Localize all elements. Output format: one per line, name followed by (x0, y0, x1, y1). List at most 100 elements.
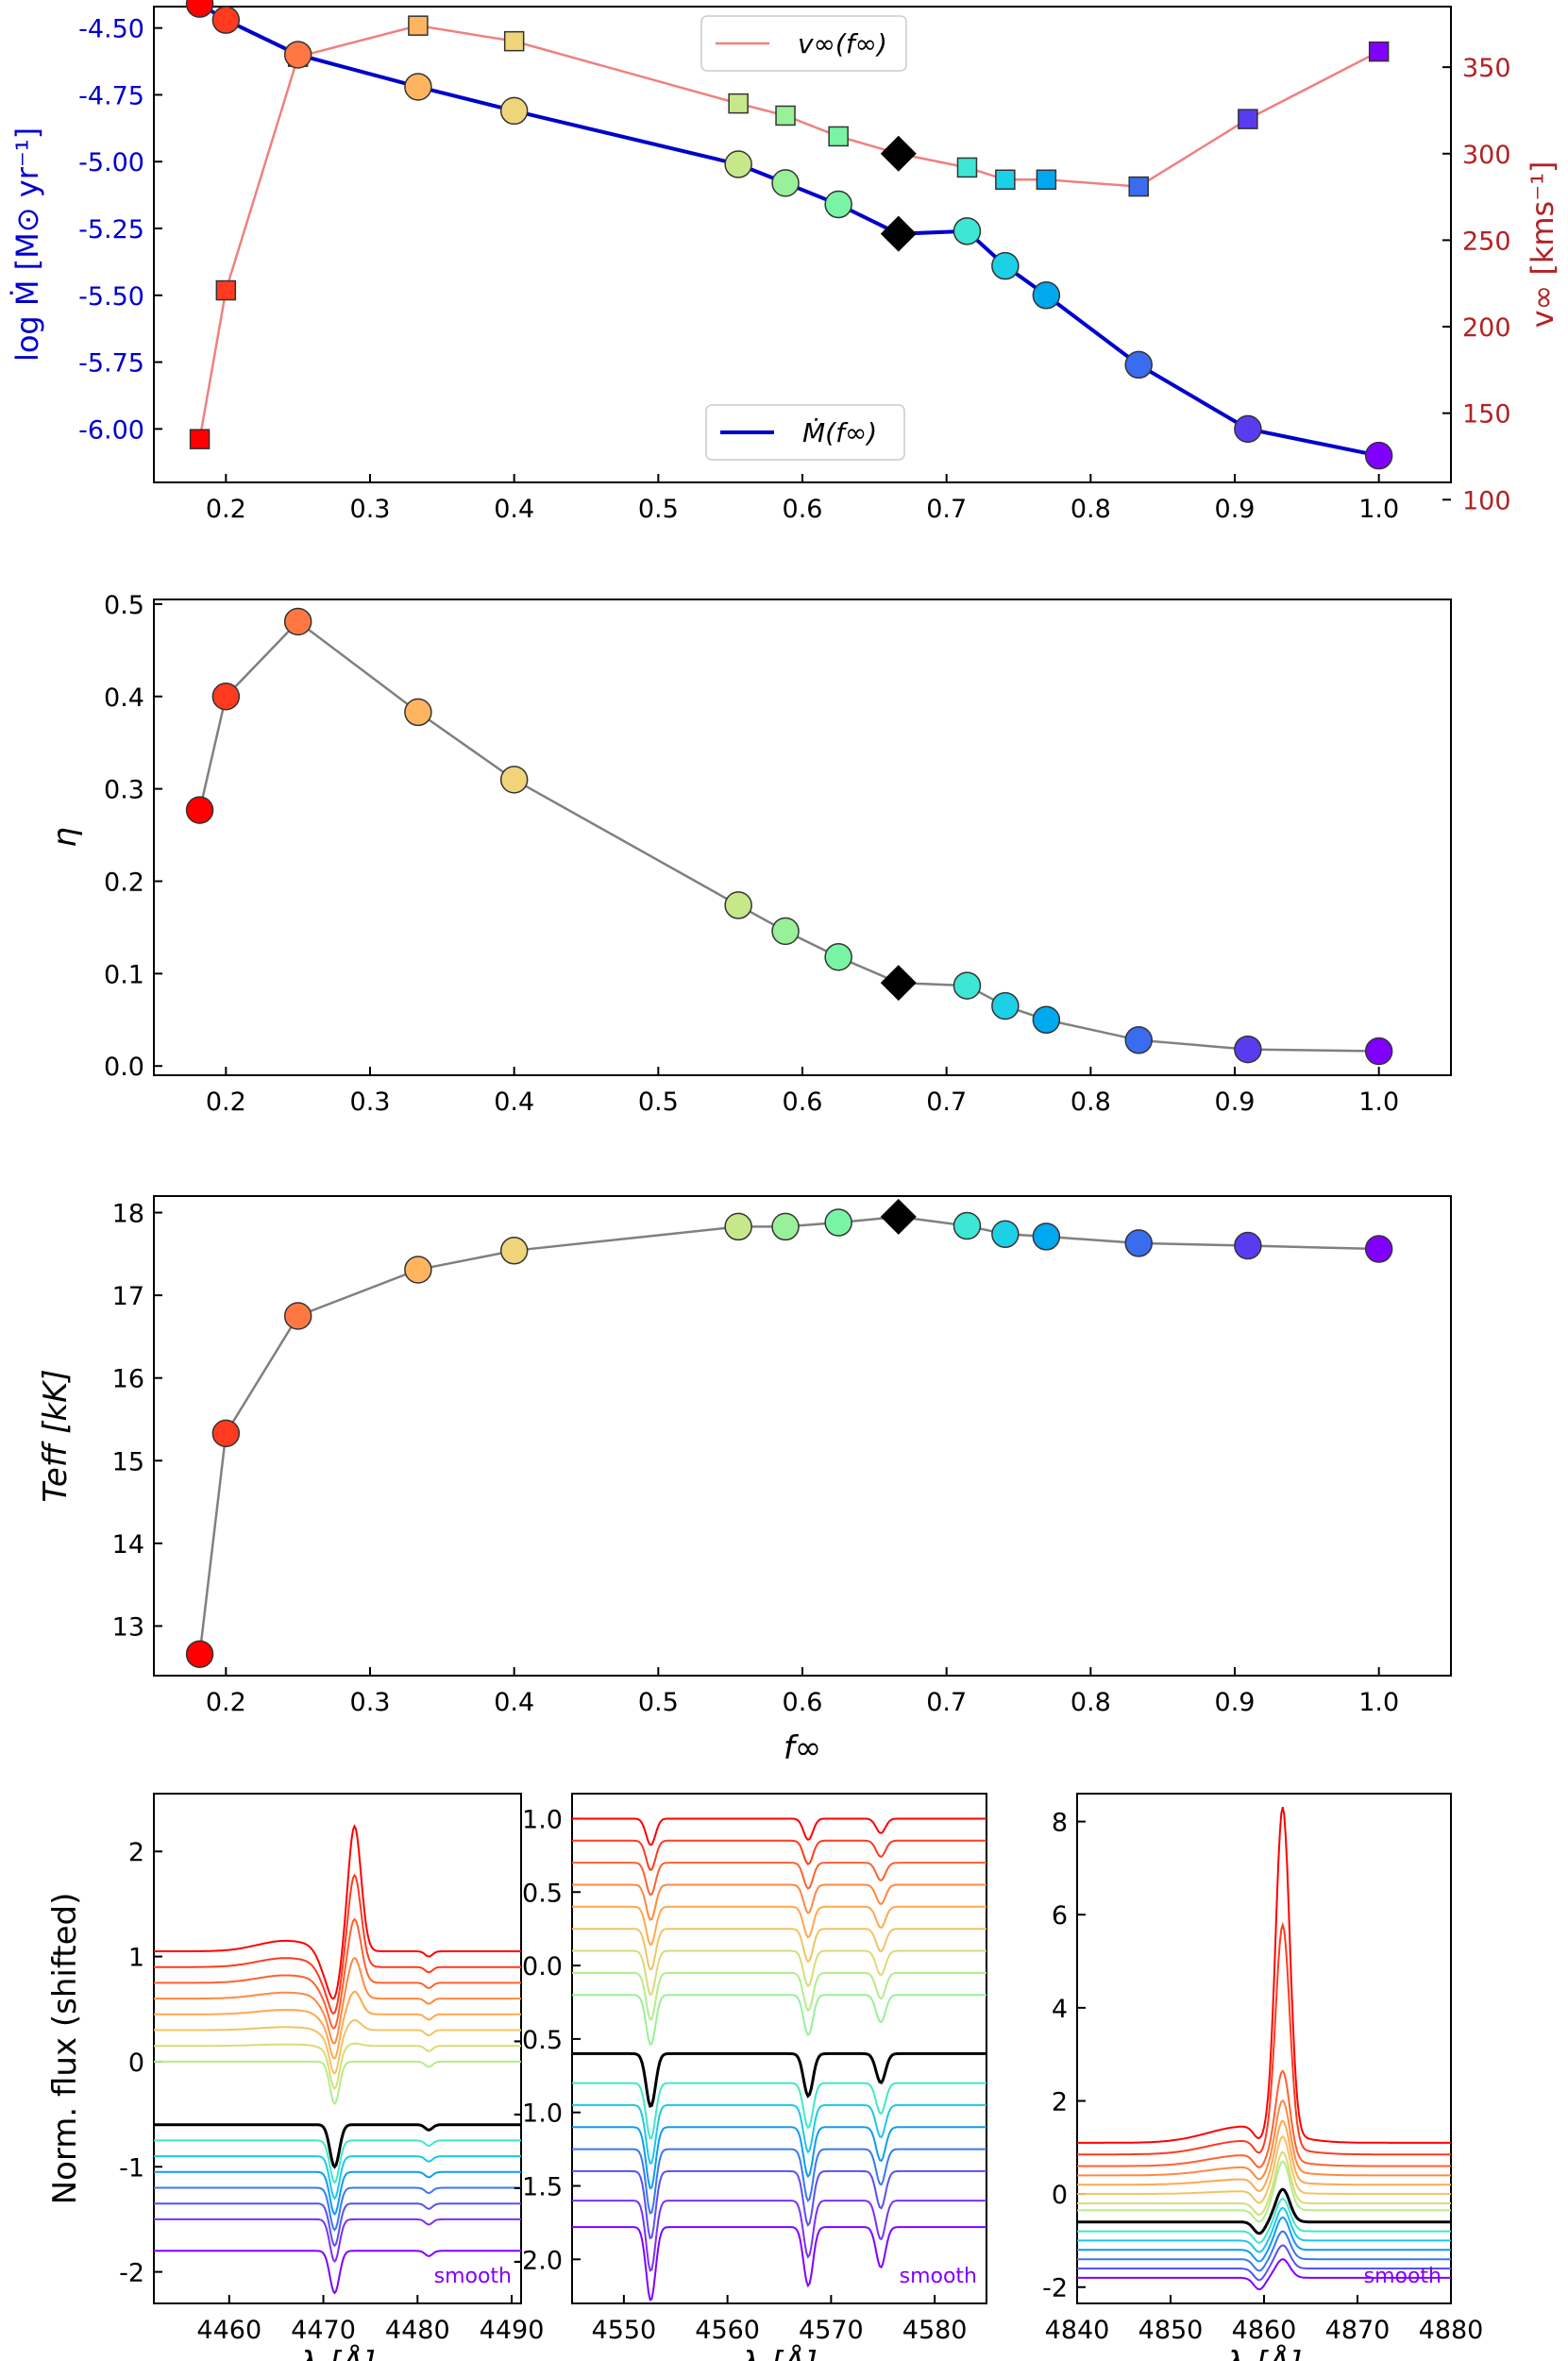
y2-tick-label: 300 (1462, 141, 1511, 170)
data-point (953, 217, 982, 245)
data-point (185, 796, 214, 824)
spectrum-line (1077, 2134, 1451, 2204)
data-point (771, 169, 800, 197)
data-point (1036, 169, 1057, 191)
data-point (211, 6, 241, 34)
data-point (995, 169, 1016, 191)
spectrum-line (1077, 2119, 1451, 2192)
y-tick-label: 2 (1052, 2087, 1068, 2116)
data-point (499, 96, 529, 126)
series-line (198, 24, 1380, 440)
y-axis-label: η (46, 827, 84, 848)
y-tick-label: 2 (128, 1838, 144, 1867)
data-point (1234, 1231, 1262, 1260)
data-point-reference (880, 1198, 917, 1235)
data-point (1124, 1026, 1153, 1054)
data-point (991, 1220, 1020, 1249)
y-tick-label: -1 (119, 2153, 144, 2183)
y-tick-label: 13 (112, 1612, 144, 1642)
data-point (771, 1212, 800, 1241)
data-point-reference (880, 135, 917, 172)
legend-vinf-label: v∞(f∞) (798, 28, 887, 59)
data-point (185, 0, 214, 18)
data-point (283, 607, 312, 636)
data-point (1364, 441, 1393, 470)
x-tick-label: 0.2 (206, 1088, 246, 1117)
x-tick-label: 0.7 (926, 1088, 967, 1117)
x-tick-label: 0.4 (494, 1688, 534, 1717)
y-tick-label: 8 (1052, 1809, 1068, 1838)
x-tick-label: 1.0 (1358, 1688, 1399, 1717)
x-tick-label: 4570 (799, 2316, 864, 2345)
y-tick-label: 16 (112, 1365, 144, 1394)
x-tick-label: 0.2 (206, 1688, 246, 1717)
data-point (1364, 1235, 1393, 1263)
x-tick-label: 4550 (592, 2316, 657, 2345)
data-point (1032, 1223, 1061, 1251)
x-tick-label: 0.3 (350, 1688, 391, 1717)
data-point (991, 251, 1020, 280)
x-tick-label: 1.0 (1358, 495, 1399, 524)
spectrum-line (1077, 2206, 1451, 2253)
y2-tick-label: 150 (1462, 400, 1511, 430)
panel-spectra-3-frame (153, 1793, 522, 2304)
spectrum-line (572, 1928, 986, 1971)
spectrum-line (1077, 2258, 1451, 2291)
y2-tick-label: 350 (1462, 54, 1511, 83)
series-line (198, 2, 1380, 458)
y-tick-label: -5.00 (78, 148, 144, 177)
y-tick-label: 0.0 (522, 1952, 563, 1982)
smooth-label: smooth (1364, 2265, 1442, 2288)
data-point (283, 1302, 312, 1330)
x-tick-label: 0.5 (638, 495, 679, 524)
spectrum-line (1077, 1921, 1451, 2156)
y-tick-label: -1.0 (513, 2100, 563, 2129)
spectrum-line (154, 2218, 521, 2264)
data-point (991, 991, 1020, 1020)
x-tick-label: 4480 (385, 2316, 450, 2345)
data-point (1368, 41, 1390, 62)
data-point (724, 891, 752, 919)
y-tick-label: -2 (119, 2259, 144, 2288)
data-point (953, 1211, 982, 1240)
y-tick-label: 0 (128, 2049, 144, 2078)
y-tick-label: -0.5 (513, 2026, 563, 2055)
x-tick-label: 4860 (1232, 2316, 1297, 2345)
x-tick-label: 0.8 (1071, 495, 1111, 524)
x-tick-label: 4470 (291, 2316, 356, 2345)
x-tick-label: 0.6 (783, 1088, 823, 1117)
spectrum-line (572, 2169, 986, 2240)
spectrum-line (154, 1873, 521, 2015)
spectrum-line (154, 2060, 521, 2106)
y-tick-label: 0.2 (104, 868, 144, 897)
y-tick-label: 0.5 (522, 1879, 563, 1908)
data-point (824, 942, 852, 971)
data-point (724, 150, 752, 178)
x-tick-label: 0.7 (926, 1688, 967, 1717)
x-tick-label: 4850 (1138, 2316, 1204, 2345)
y-axis-label: log Ṁ [M⊙ yr⁻¹] (9, 127, 45, 362)
data-point (1128, 176, 1149, 197)
y-tick-label: 0.1 (104, 960, 144, 989)
y-tick-label: -5.50 (78, 282, 144, 312)
x-tick-label: 4580 (902, 2316, 968, 2345)
spectrum-line (154, 2123, 521, 2169)
data-point (215, 279, 237, 301)
data-point (1124, 350, 1153, 379)
y-axis-label: Norm. flux (shifted) (46, 1893, 84, 2205)
data-point (824, 190, 852, 219)
spectrum-line (154, 2042, 521, 2091)
y-axis-label: Teff [kK] (37, 1369, 75, 1502)
y2-tick-label: 200 (1462, 313, 1511, 343)
spectrum-line (1077, 2216, 1451, 2263)
data-point (775, 105, 796, 126)
x-tick-label: 0.9 (1215, 1088, 1256, 1117)
spectrum-line (1077, 2099, 1451, 2181)
spectrum-line (572, 2082, 986, 2140)
spectrum-line (1077, 2160, 1451, 2223)
spectrum-line (572, 1883, 986, 1921)
y2-axis-label: v∞ [kms⁻¹] (1525, 161, 1560, 329)
data-point (956, 157, 978, 178)
y-tick-label: 0.5 (104, 591, 144, 620)
data-point (824, 1208, 852, 1237)
